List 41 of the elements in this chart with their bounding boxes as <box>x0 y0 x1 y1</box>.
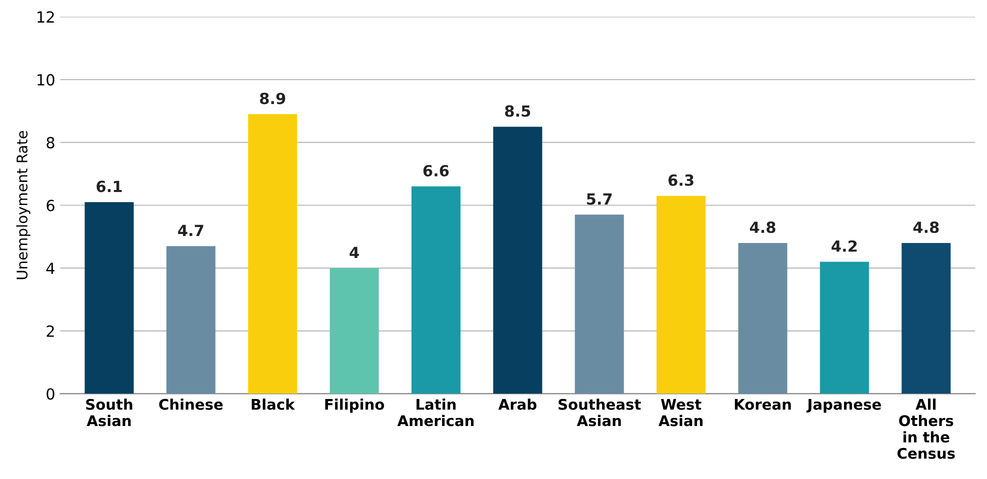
y-axis-title: Unemployment Rate <box>16 130 30 280</box>
bar <box>84 202 134 394</box>
x-tick-label: Korean <box>734 399 791 410</box>
x-tick-label: South Asian <box>86 398 132 426</box>
x-tick-label: Japanese <box>806 399 881 413</box>
data-label: 6.1 <box>96 180 122 192</box>
data-label: 6.3 <box>668 174 694 186</box>
data-label: 6.6 <box>423 164 449 176</box>
x-tick-label: All Others in the Census <box>898 398 955 459</box>
bar <box>330 268 379 394</box>
x-tick-label: Southeast Asian <box>558 398 641 426</box>
data-label: 4.8 <box>913 221 939 234</box>
data-label: 4 <box>350 246 359 258</box>
y-tick-label: 10 <box>38 74 54 86</box>
bar <box>166 246 216 394</box>
bar <box>411 186 460 394</box>
data-label: 8.9 <box>260 92 286 104</box>
data-label: 4.7 <box>178 224 204 236</box>
x-tick-label: Chinese <box>159 398 223 410</box>
x-tick-label: West Asian <box>658 399 703 426</box>
y-tick-label: 0 <box>46 388 54 400</box>
x-tick-label: Filipino <box>325 398 384 413</box>
bar <box>820 262 869 394</box>
bar <box>738 242 788 394</box>
data-label: 5.7 <box>587 193 612 205</box>
x-tick-label: Arab <box>498 398 536 410</box>
y-tick-label: 6 <box>46 200 54 212</box>
y-tick-label: 12 <box>38 11 54 23</box>
bar <box>248 114 298 394</box>
y-tick-label: 8 <box>46 136 54 148</box>
x-tick-label: Black <box>252 398 296 410</box>
bar <box>493 126 542 394</box>
bar <box>574 214 624 394</box>
data-label: 8.5 <box>505 105 530 117</box>
x-tick-label: Latin American <box>397 398 474 426</box>
y-tick-label: 4 <box>46 262 54 274</box>
bar <box>902 242 951 394</box>
bar <box>656 196 706 394</box>
data-label: 4.8 <box>750 221 776 234</box>
data-label: 4.2 <box>832 240 857 252</box>
y-tick-label: 2 <box>46 325 54 337</box>
